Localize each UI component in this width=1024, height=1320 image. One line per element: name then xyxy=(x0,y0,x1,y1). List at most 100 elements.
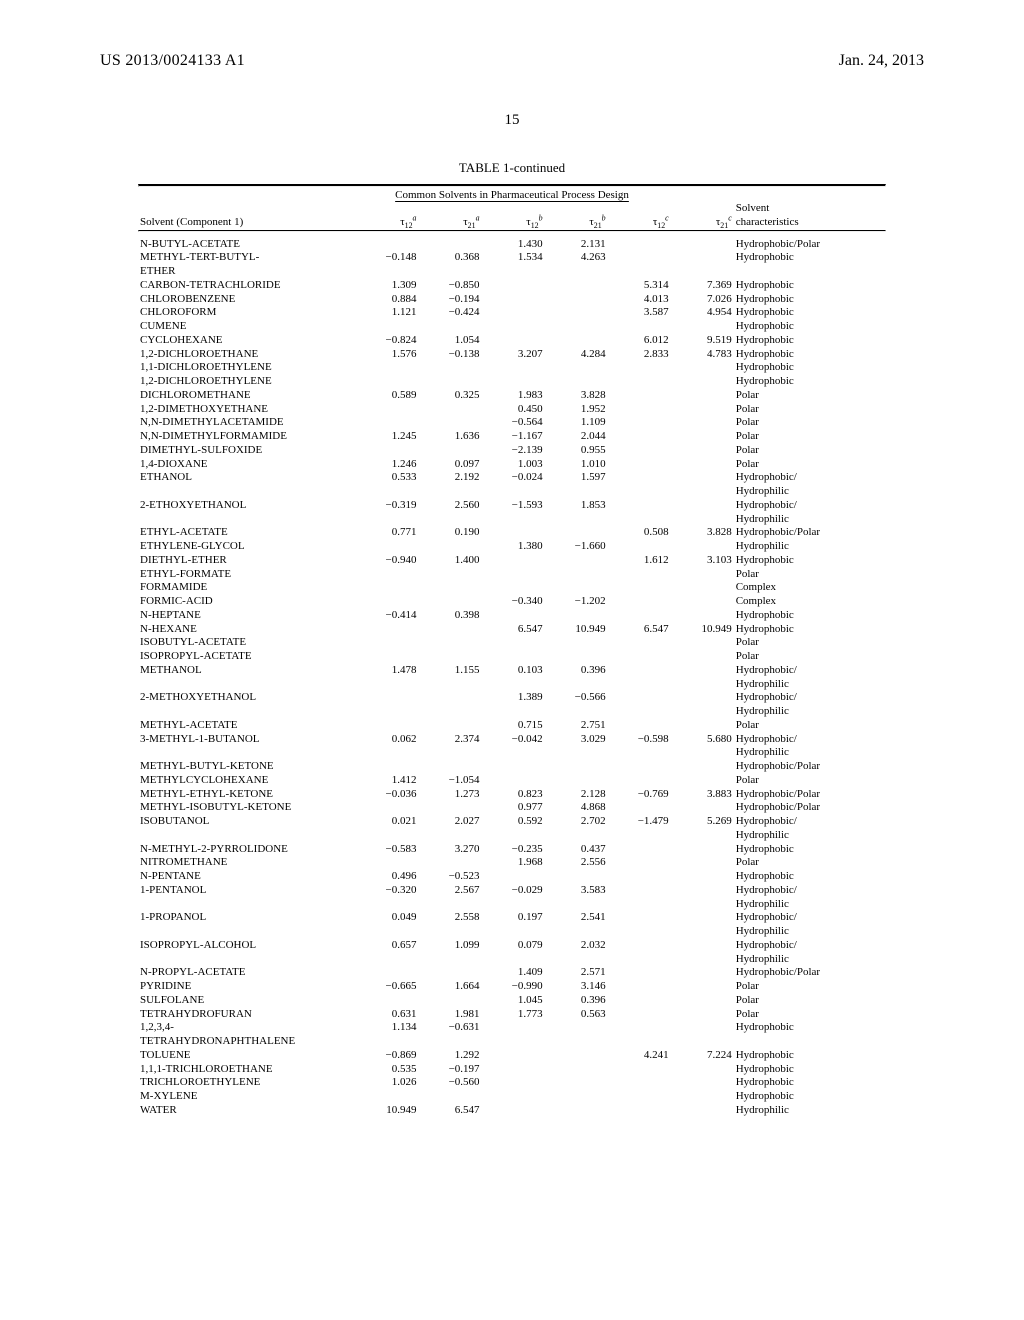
cell-t21b xyxy=(545,320,608,334)
cell-char: Polar xyxy=(734,568,886,582)
cell-t21c xyxy=(671,513,734,527)
cell-name: 1,1,1-TRICHLOROETHANE xyxy=(138,1063,355,1077)
cell-t12a: 1.309 xyxy=(355,279,418,293)
cell-t21b xyxy=(545,760,608,774)
cell-t21c xyxy=(671,760,734,774)
cell-t12a xyxy=(355,719,418,733)
cell-t21b xyxy=(545,650,608,664)
cell-t12b xyxy=(482,293,545,307)
cell-t12b xyxy=(482,334,545,348)
table-body: N-BUTYL-ACETATE1.4302.131Hydrophobic/Pol… xyxy=(138,230,886,1118)
cell-t21a: 2.192 xyxy=(418,471,481,485)
cell-char: Hydrophobic xyxy=(734,1021,886,1035)
cell-t21b xyxy=(545,1049,608,1063)
cell-t21c: 7.224 xyxy=(671,1049,734,1063)
table-row: DIMETHYL-SULFOXIDE−2.1390.955Polar xyxy=(138,444,886,458)
table-row: ISOBUTYL-ACETATEPolar xyxy=(138,636,886,650)
cell-t12a: 1.246 xyxy=(355,458,418,472)
cell-t21a: 2.027 xyxy=(418,815,481,829)
cell-t12b: 0.079 xyxy=(482,939,545,953)
cell-name: DIMETHYL-SULFOXIDE xyxy=(138,444,355,458)
cell-t12a: 10.949 xyxy=(355,1104,418,1118)
table-row: ISOPROPYL-ACETATEPolar xyxy=(138,650,886,664)
cell-t12a xyxy=(355,361,418,375)
cell-t12b: −0.340 xyxy=(482,595,545,609)
cell-t12a: 1.412 xyxy=(355,774,418,788)
table-row: TOLUENE−0.8691.2924.2417.224Hydrophobic xyxy=(138,1049,886,1063)
cell-t21b: 4.284 xyxy=(545,348,608,362)
cell-t21b: 2.541 xyxy=(545,911,608,925)
cell-t12c xyxy=(608,389,671,403)
table-row: ETHYLENE-GLYCOL1.380−1.660Hydrophilic xyxy=(138,540,886,554)
cell-t21c xyxy=(671,856,734,870)
cell-t12c xyxy=(608,1076,671,1090)
cell-t12c xyxy=(608,1035,671,1049)
cell-t21c xyxy=(671,939,734,953)
cell-char: Hydrophobic xyxy=(734,870,886,884)
cell-t21c xyxy=(671,884,734,898)
cell-t12a xyxy=(355,746,418,760)
cell-t21a xyxy=(418,994,481,1008)
cell-name: CYCLOHEXANE xyxy=(138,334,355,348)
cell-name: N-HEPTANE xyxy=(138,609,355,623)
tau-sub: 12 xyxy=(657,221,665,230)
cell-name: TOLUENE xyxy=(138,1049,355,1063)
cell-t12c xyxy=(608,513,671,527)
cell-t12b: 1.773 xyxy=(482,1008,545,1022)
cell-t21a xyxy=(418,953,481,967)
table-row: ETHYL-ACETATE0.7710.1900.5083.828Hydroph… xyxy=(138,526,886,540)
cell-t21c xyxy=(671,870,734,884)
cell-t21a: −0.631 xyxy=(418,1021,481,1035)
cell-t21b xyxy=(545,609,608,623)
cell-name: N-BUTYL-ACETATE xyxy=(138,238,355,252)
cell-t12b xyxy=(482,898,545,912)
cell-t12c xyxy=(608,953,671,967)
cell-t21a: 0.368 xyxy=(418,251,481,265)
table-row: 2-METHOXYETHANOL1.389−0.566Hydrophobic/ xyxy=(138,691,886,705)
cell-name xyxy=(138,678,355,692)
cell-t21b xyxy=(545,581,608,595)
table-row: Hydrophilic xyxy=(138,746,886,760)
cell-t21b xyxy=(545,554,608,568)
cell-t21c xyxy=(671,801,734,815)
cell-name: ISOBUTYL-ACETATE xyxy=(138,636,355,650)
cell-t21a xyxy=(418,320,481,334)
col-t12a: τ12a xyxy=(355,202,418,230)
cell-t21c xyxy=(671,636,734,650)
cell-t21c xyxy=(671,389,734,403)
cell-t12c xyxy=(608,829,671,843)
cell-t21a: 0.097 xyxy=(418,458,481,472)
cell-char: Hydrophilic xyxy=(734,898,886,912)
cell-t21b xyxy=(545,485,608,499)
cell-t21b xyxy=(545,829,608,843)
cell-t12a: 0.496 xyxy=(355,870,418,884)
cell-t21c xyxy=(671,540,734,554)
cell-t21b xyxy=(545,306,608,320)
cell-t12a: −0.940 xyxy=(355,554,418,568)
cell-t12b xyxy=(482,375,545,389)
cell-t21a xyxy=(418,568,481,582)
table-row: METHANOL1.4781.1550.1030.396Hydrophobic/ xyxy=(138,664,886,678)
cell-t12b: 0.450 xyxy=(482,403,545,417)
cell-t21b xyxy=(545,678,608,692)
cell-t12b: −0.564 xyxy=(482,416,545,430)
cell-t21a xyxy=(418,746,481,760)
cell-t21a xyxy=(418,705,481,719)
cell-t21a xyxy=(418,801,481,815)
cell-char: Hydrophobic xyxy=(734,361,886,375)
cell-t12b: −0.042 xyxy=(482,733,545,747)
cell-t21c: 3.883 xyxy=(671,788,734,802)
cell-char: Polar xyxy=(734,650,886,664)
cell-t12c xyxy=(608,705,671,719)
cell-t21c xyxy=(671,430,734,444)
cell-t12c xyxy=(608,898,671,912)
table-row: METHYL-ISOBUTYL-KETONE0.9774.868Hydropho… xyxy=(138,801,886,815)
cell-t21a xyxy=(418,265,481,279)
cell-t21b: 0.396 xyxy=(545,664,608,678)
cell-char: Hydrophobic xyxy=(734,1090,886,1104)
table-row: N-HEXANE6.54710.9496.54710.949Hydrophobi… xyxy=(138,623,886,637)
cell-t12a: 0.589 xyxy=(355,389,418,403)
cell-t21c xyxy=(671,581,734,595)
cell-t21b xyxy=(545,1076,608,1090)
cell-t21a xyxy=(418,650,481,664)
